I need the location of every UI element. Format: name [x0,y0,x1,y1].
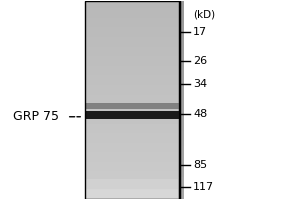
Bar [85,1,180,199]
Text: 34: 34 [193,79,207,89]
Text: (kD): (kD) [193,9,215,19]
Text: 17: 17 [193,27,207,37]
Text: 117: 117 [193,182,214,192]
Bar [85,111,180,119]
Text: 48: 48 [193,109,207,119]
Text: 26: 26 [193,56,207,66]
Text: 85: 85 [193,160,207,170]
Text: GRP 75: GRP 75 [13,110,59,123]
Bar [85,103,180,109]
